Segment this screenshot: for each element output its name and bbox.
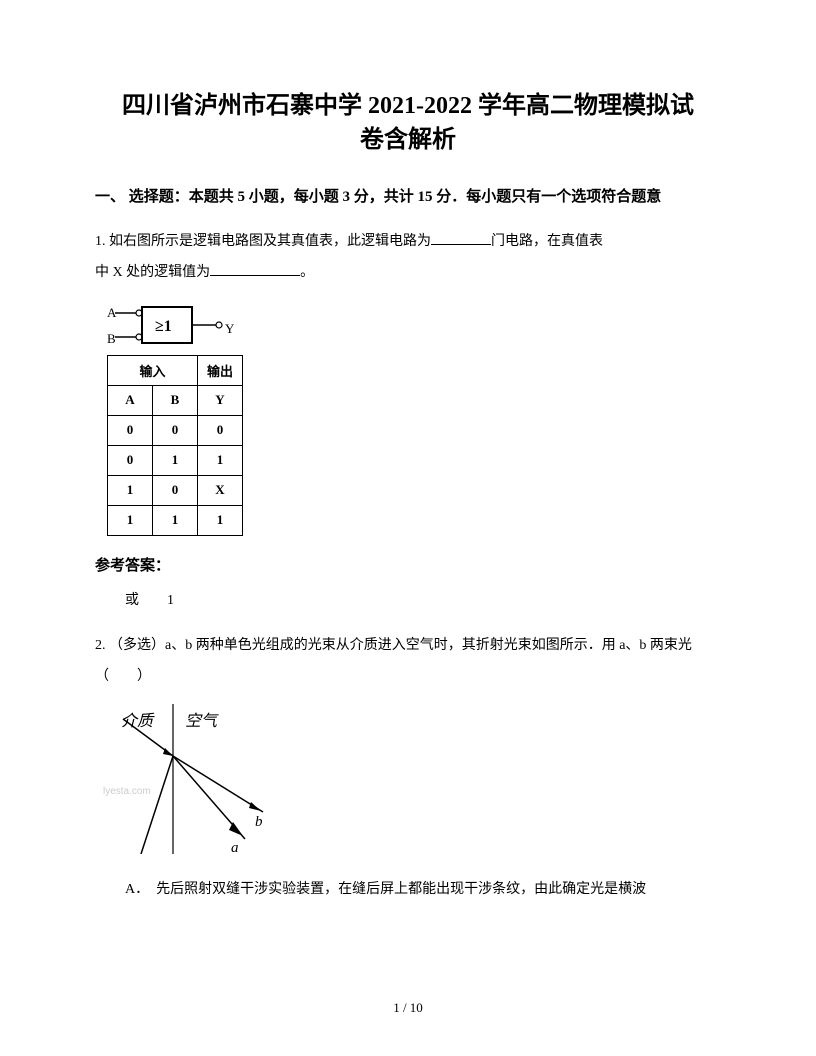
svg-text:lyesta.com: lyesta.com (103, 786, 151, 797)
title-line-2: 卷含解析 (360, 127, 456, 153)
q1-blank-1 (431, 231, 491, 245)
answer-label: 参考答案： (95, 554, 721, 575)
svg-text:空气: 空气 (185, 712, 219, 730)
title-line-1: 四川省泸州市石寨中学 2021-2022 学年高二物理模拟试 (122, 93, 694, 119)
table-input-header: 输入 (108, 355, 198, 385)
svg-text:A: A (107, 305, 117, 320)
svg-text:B: B (107, 331, 116, 346)
gate-svg: A B ≥1 Y (107, 301, 257, 349)
q1-text-3: 中 X 处的逻辑值为 (95, 265, 210, 280)
q1-text-2: 门电路，在真值表 (491, 234, 603, 249)
table-row: 1 1 1 (108, 505, 243, 535)
q1-text-4: 。 (300, 265, 314, 280)
question-2: 2. （多选）a、b 两种单色光组成的光束从介质进入空气时，其折射光束如图所示．… (95, 631, 721, 693)
q2-option-a: A． 先后照射双缝干涉实验装置，在缝后屏上都能出现干涉条纹，由此确定光是横波 (125, 877, 721, 902)
svg-text:a: a (231, 840, 239, 854)
col-a: A (108, 385, 153, 415)
svg-text:≥1: ≥1 (155, 318, 172, 335)
question-1: 1. 如右图所示是逻辑电路图及其真值表，此逻辑电路为 门电路，在真值表 中 X 处… (95, 227, 721, 289)
document-title: 四川省泸州市石寨中学 2021-2022 学年高二物理模拟试 卷含解析 (95, 90, 721, 157)
q1-answer: 或 1 (125, 589, 721, 609)
table-row: 1 0 X (108, 475, 243, 505)
truth-table: 输入 输出 A B Y 0 0 0 0 1 1 1 0 X 1 1 1 (107, 355, 243, 536)
table-output-header: 输出 (198, 355, 243, 385)
svg-text:Y: Y (225, 321, 235, 336)
col-b: B (153, 385, 198, 415)
table-row: 0 0 0 (108, 415, 243, 445)
logic-gate-diagram: A B ≥1 Y (107, 301, 721, 349)
table-row: 0 1 1 (108, 445, 243, 475)
page-number: 1 / 10 (0, 1000, 816, 1016)
refraction-diagram: 介质 空气 b a lyesta.com (103, 704, 721, 859)
q1-text-1: 1. 如右图所示是逻辑电路图及其真值表，此逻辑电路为 (95, 234, 431, 249)
section-1-header: 一、 选择题：本题共 5 小题，每小题 3 分，共计 15 分．每小题只有一个选… (95, 185, 721, 209)
svg-text:b: b (255, 814, 263, 830)
q1-blank-2 (210, 262, 300, 276)
refraction-svg: 介质 空气 b a lyesta.com (103, 704, 283, 854)
col-y: Y (198, 385, 243, 415)
